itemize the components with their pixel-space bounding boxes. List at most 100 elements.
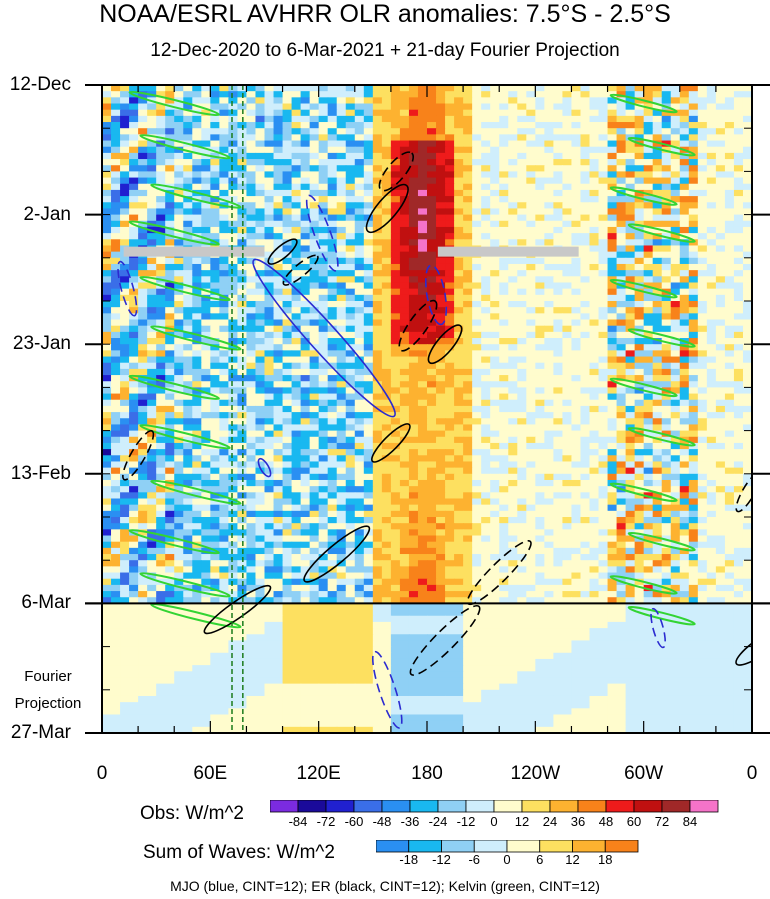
obs-cell xyxy=(652,350,663,358)
obs-cell xyxy=(706,171,717,179)
obs-cell xyxy=(201,325,211,333)
obs-cell xyxy=(291,331,302,339)
obs-cell xyxy=(679,288,690,296)
obs-cell xyxy=(598,350,609,358)
obs-cell xyxy=(129,455,139,463)
obs-cell xyxy=(264,282,275,290)
obs-cell xyxy=(291,338,302,345)
obs-cell xyxy=(679,449,690,456)
obs-cell xyxy=(580,263,591,271)
obs-cell xyxy=(390,103,401,111)
obs-cell xyxy=(688,109,699,117)
obs-cell xyxy=(345,140,356,148)
obs-cell xyxy=(219,350,229,358)
obs-cell xyxy=(580,146,591,154)
obs-cell xyxy=(598,399,609,407)
obs-cell xyxy=(445,467,455,475)
obs-cell xyxy=(697,449,708,456)
obs-cell xyxy=(445,319,455,327)
obs-cell xyxy=(210,473,220,481)
obs-cell xyxy=(129,504,139,512)
obs-cell xyxy=(264,375,275,382)
obs-cell xyxy=(390,91,401,98)
obs-cell xyxy=(598,159,609,166)
obs-cell xyxy=(354,85,365,92)
obs-cell xyxy=(688,479,699,487)
obs-cell xyxy=(363,270,374,277)
obs-cell xyxy=(616,504,627,512)
obs-cell xyxy=(571,115,582,123)
obs-cell xyxy=(183,115,193,123)
obs-cell xyxy=(201,436,211,444)
obs-cell xyxy=(724,220,735,228)
obs-cell xyxy=(417,368,428,376)
obs-cell xyxy=(282,325,293,333)
obs-cell xyxy=(192,430,202,438)
obs-cell xyxy=(129,270,139,277)
obs-cell xyxy=(733,165,744,172)
obs-cell xyxy=(336,115,347,123)
obs-cell xyxy=(210,226,220,234)
obs-cell xyxy=(562,115,573,123)
obs-cell xyxy=(490,103,500,111)
obs-cell xyxy=(634,473,645,481)
obs-cell xyxy=(336,128,347,135)
obs-cell xyxy=(544,381,554,388)
obs-cell xyxy=(111,498,121,506)
obs-cell xyxy=(246,263,257,271)
obs-cell xyxy=(138,492,148,500)
obs-cell xyxy=(598,208,609,216)
obs-cell xyxy=(273,504,284,512)
obs-cell xyxy=(147,109,157,117)
obs-cell xyxy=(715,479,726,487)
obs-cell xyxy=(345,319,356,327)
obs-cell xyxy=(129,449,139,456)
obs-cell xyxy=(463,97,473,105)
obs-cell xyxy=(120,171,130,179)
obs-cell xyxy=(616,288,627,296)
obs-cell xyxy=(697,109,708,117)
obs-cell xyxy=(706,122,717,129)
obs-cell xyxy=(381,313,392,321)
obs-cell xyxy=(499,387,509,395)
obs-cell xyxy=(147,239,157,247)
obs-cell xyxy=(742,399,752,407)
obs-cell xyxy=(454,338,464,345)
obs-cell xyxy=(165,171,175,179)
obs-cell xyxy=(309,412,320,419)
obs-cell xyxy=(345,492,356,500)
obs-cell xyxy=(327,97,338,105)
obs-cell xyxy=(219,331,229,339)
obs-cell xyxy=(427,344,437,351)
obs-cell xyxy=(390,350,401,358)
obs-cell xyxy=(589,412,600,419)
obs-cell xyxy=(436,159,446,166)
obs-cell xyxy=(390,338,401,345)
obs-cell xyxy=(427,301,437,308)
obs-cell xyxy=(508,257,518,265)
obs-cell xyxy=(436,325,446,333)
obs-cell xyxy=(724,504,735,512)
obs-cell xyxy=(688,220,699,228)
obs-cell xyxy=(102,214,112,222)
obs-cell xyxy=(508,479,518,487)
obs-cell xyxy=(535,486,545,493)
obs-cell xyxy=(417,455,428,463)
obs-cell xyxy=(363,183,374,191)
obs-cell xyxy=(282,455,293,463)
obs-cell xyxy=(580,103,591,111)
obs-cell xyxy=(408,276,419,284)
obs-cell xyxy=(616,152,627,160)
obs-cell xyxy=(156,165,166,172)
obs-cell xyxy=(643,338,654,345)
obs-cell xyxy=(715,350,726,358)
obs-cell xyxy=(372,159,383,166)
obs-cell xyxy=(228,492,239,500)
obs-cell xyxy=(607,239,618,247)
obs-cell xyxy=(345,412,356,419)
obs-cell xyxy=(571,177,582,185)
obs-cell xyxy=(273,307,284,314)
obs-cell xyxy=(381,263,392,271)
obs-cell xyxy=(670,171,681,179)
obs-cell xyxy=(436,467,446,475)
